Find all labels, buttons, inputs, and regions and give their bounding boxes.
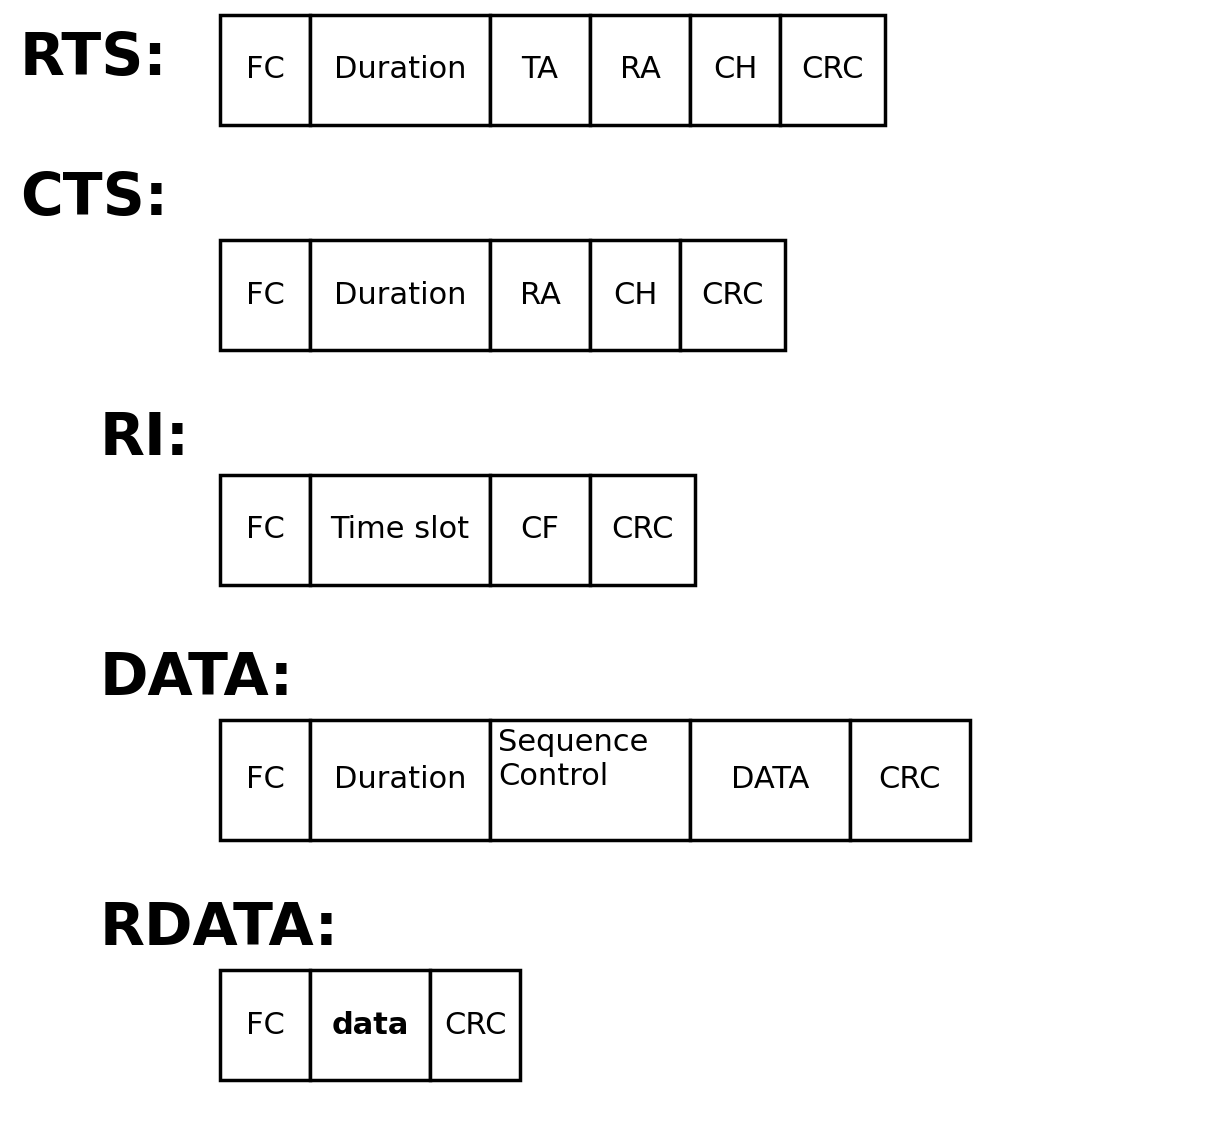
Bar xyxy=(221,475,310,585)
Text: DATA:: DATA: xyxy=(101,650,295,707)
Text: Duration: Duration xyxy=(333,765,467,795)
Text: CF: CF xyxy=(521,516,560,544)
Bar xyxy=(310,720,490,839)
Text: CRC: CRC xyxy=(801,56,864,84)
Text: CTS:: CTS: xyxy=(21,170,168,227)
Text: CRC: CRC xyxy=(444,1010,507,1040)
Bar xyxy=(221,970,310,1080)
Bar xyxy=(310,15,490,125)
Text: RA: RA xyxy=(520,280,560,310)
Text: Time slot: Time slot xyxy=(331,516,469,544)
Text: Duration: Duration xyxy=(333,56,467,84)
Text: data: data xyxy=(331,1010,408,1040)
Bar xyxy=(590,240,680,350)
Bar xyxy=(690,15,781,125)
Bar xyxy=(490,720,690,839)
Bar xyxy=(221,240,310,350)
Text: Duration: Duration xyxy=(333,280,467,310)
Bar xyxy=(490,475,590,585)
Bar xyxy=(490,240,590,350)
Bar xyxy=(680,240,785,350)
Text: Sequence
Control: Sequence Control xyxy=(498,728,648,790)
Text: CRC: CRC xyxy=(611,516,674,544)
Text: RA: RA xyxy=(619,56,661,84)
Text: RTS:: RTS: xyxy=(21,30,167,87)
Text: CH: CH xyxy=(613,280,657,310)
Bar xyxy=(310,475,490,585)
Text: FC: FC xyxy=(246,56,285,84)
Bar xyxy=(781,15,885,125)
Text: RDATA:: RDATA: xyxy=(101,900,339,957)
Bar xyxy=(490,15,590,125)
Bar xyxy=(310,240,490,350)
Text: TA: TA xyxy=(521,56,559,84)
Bar xyxy=(221,720,310,839)
Text: FC: FC xyxy=(246,765,285,795)
Text: CRC: CRC xyxy=(702,280,764,310)
Bar xyxy=(690,720,850,839)
Text: FC: FC xyxy=(246,516,285,544)
Text: CRC: CRC xyxy=(879,765,942,795)
Bar xyxy=(310,970,430,1080)
Text: RI:: RI: xyxy=(101,410,190,467)
Bar xyxy=(221,15,310,125)
Bar xyxy=(430,970,520,1080)
Text: CH: CH xyxy=(713,56,758,84)
Text: DATA: DATA xyxy=(731,765,810,795)
Bar xyxy=(850,720,970,839)
Bar xyxy=(590,15,690,125)
Bar xyxy=(590,475,694,585)
Text: FC: FC xyxy=(246,1010,285,1040)
Text: FC: FC xyxy=(246,280,285,310)
